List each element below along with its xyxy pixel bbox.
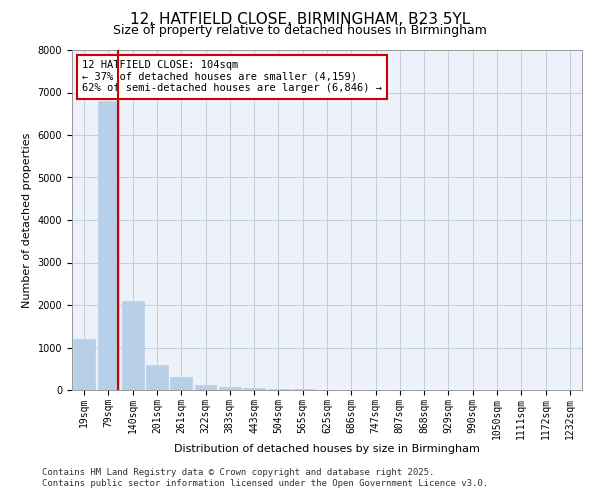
Bar (146, 364, 168, 390)
Bar (268, 388, 289, 390)
X-axis label: Distribution of detached houses by size in Birmingham: Distribution of detached houses by size … (174, 444, 480, 454)
Bar (122, 300, 143, 390)
Bar (219, 386, 241, 390)
Bar (73, 339, 95, 390)
Bar (97, 101, 119, 390)
Text: Contains HM Land Registry data © Crown copyright and database right 2025.
Contai: Contains HM Land Registry data © Crown c… (42, 468, 488, 487)
Text: 12, HATFIELD CLOSE, BIRMINGHAM, B23 5YL: 12, HATFIELD CLOSE, BIRMINGHAM, B23 5YL (130, 12, 470, 28)
Y-axis label: Number of detached properties: Number of detached properties (22, 132, 32, 308)
Bar (194, 385, 217, 390)
Bar (170, 377, 192, 390)
Text: 12 HATFIELD CLOSE: 104sqm
← 37% of detached houses are smaller (4,159)
62% of se: 12 HATFIELD CLOSE: 104sqm ← 37% of detac… (82, 60, 382, 94)
Bar (243, 388, 265, 390)
Text: Size of property relative to detached houses in Birmingham: Size of property relative to detached ho… (113, 24, 487, 37)
